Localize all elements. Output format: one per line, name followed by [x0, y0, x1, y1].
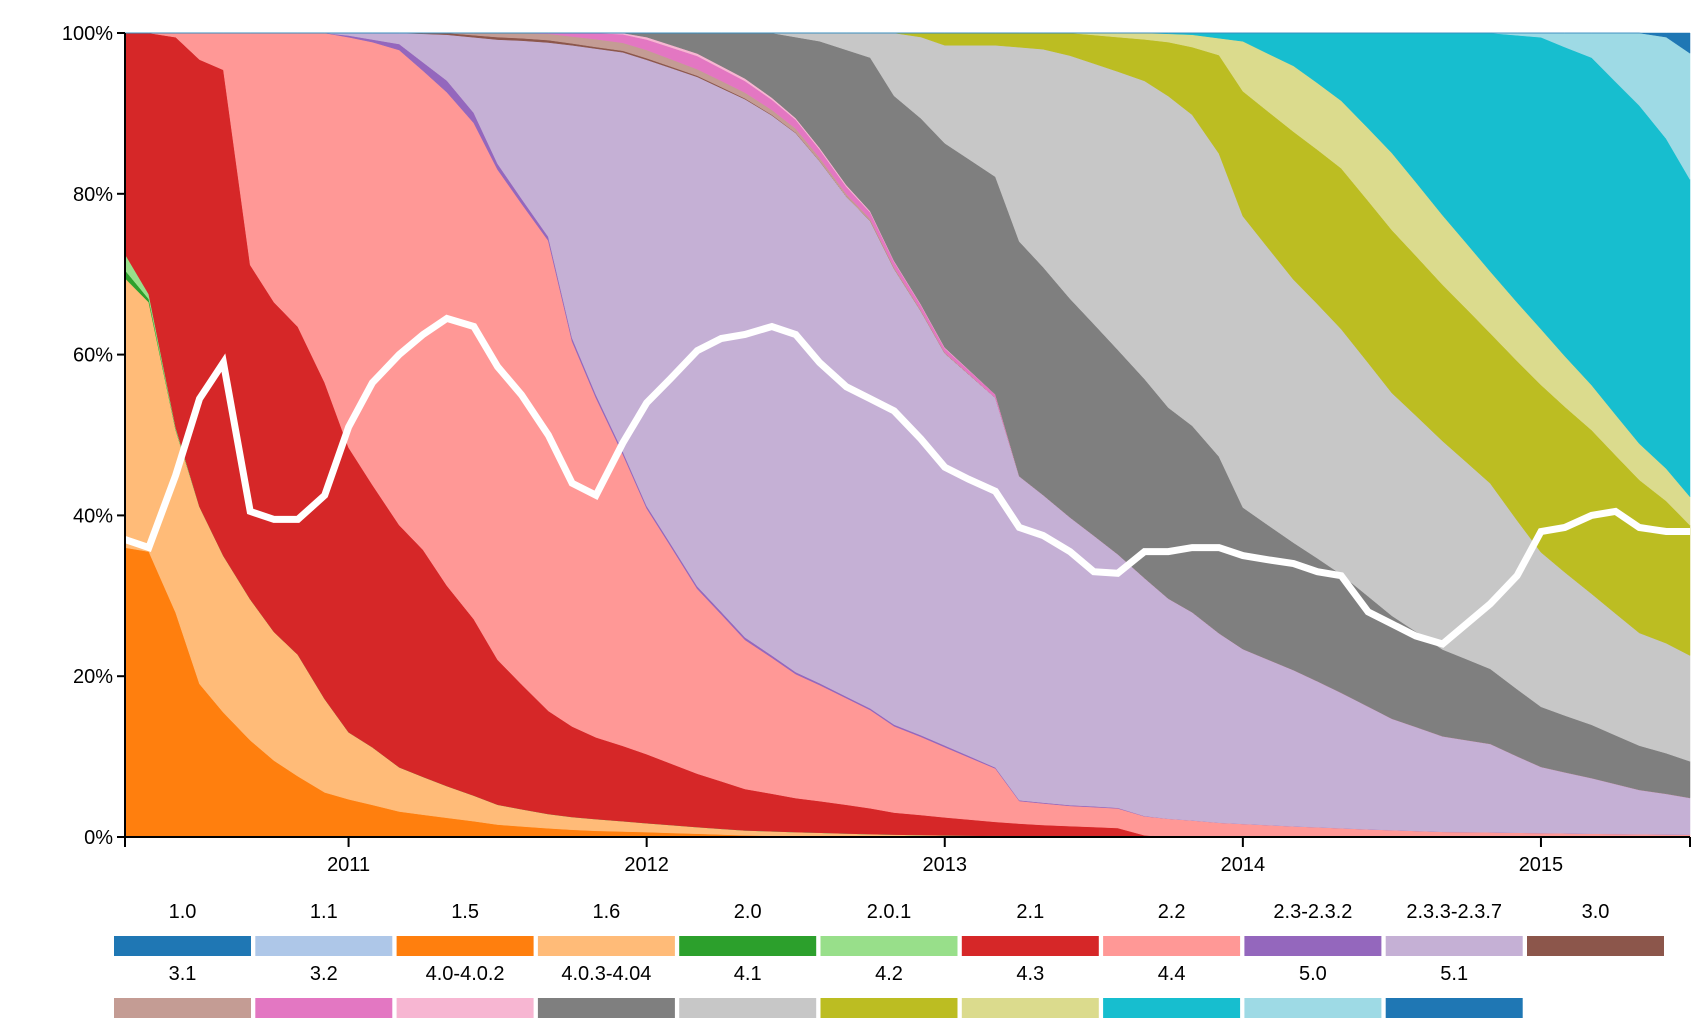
legend-swatch	[820, 936, 958, 956]
y-tick-label: 40%	[73, 505, 113, 527]
area-series-5.1	[125, 32, 1691, 54]
legend-item-1.5: 1.5	[396, 901, 534, 956]
legend-swatch	[961, 936, 1099, 956]
legend-label: 3.1	[169, 963, 197, 985]
legend-item-5.0: 5.0	[1244, 963, 1382, 1018]
legend-label: 4.0-4.0.2	[426, 963, 505, 985]
legend-swatch	[679, 998, 817, 1018]
legend-swatch	[1103, 998, 1241, 1018]
legend-swatch	[114, 936, 251, 956]
legend-item-5.1: 5.1	[1385, 963, 1523, 1018]
legend-swatch	[255, 936, 393, 956]
legend-swatch	[961, 998, 1099, 1018]
legend-label: 5.1	[1440, 963, 1468, 985]
legend-label: 2.2	[1158, 901, 1186, 923]
overlay-line	[123, 314, 1690, 648]
y-tick-label: 80%	[73, 184, 113, 206]
legend-item-4.1: 4.1	[679, 963, 817, 1018]
legend-label: 4.2	[875, 963, 903, 985]
x-tick-label: 2014	[1221, 854, 1266, 876]
legend-swatch	[1244, 998, 1382, 1018]
y-tick-label: 60%	[73, 345, 113, 367]
legend-item-1.0: 1.0	[114, 901, 251, 956]
legend-label: 1.0	[169, 901, 197, 923]
legend-swatch	[1103, 936, 1241, 956]
legend-swatch	[679, 936, 817, 956]
legend-item-2.0: 2.0	[679, 901, 817, 956]
legend-label: 2.3-2.3.2	[1273, 901, 1352, 923]
y-tick-label: 20%	[73, 666, 113, 688]
legend-item-3.2: 3.2	[255, 963, 393, 1018]
legend-label: 3.0	[1582, 901, 1610, 923]
legend-label: 2.0.1	[867, 901, 911, 923]
axes: 0% 20% 40% 60% 80% 100% 2011 2012 2013 2014 2015	[62, 23, 1691, 876]
legend-label: 2.1	[1016, 901, 1044, 923]
legend-item-4.0-4.0.2: 4.0-4.0.2	[396, 963, 534, 1018]
y-tick-label: 0%	[84, 827, 113, 849]
legend-item-2.1: 2.1	[961, 901, 1099, 956]
legend-swatch	[255, 998, 393, 1018]
legend-swatch	[820, 998, 958, 1018]
legend-label: 5.0	[1299, 963, 1327, 985]
legend-item-2.3-2.3.2: 2.3-2.3.2	[1244, 901, 1382, 956]
legend-item-2.0.1: 2.0.1	[820, 901, 958, 956]
legend-label: 3.2	[310, 963, 338, 985]
legend: 1.0 1.1 1.5 1.6 2.0 2.0.1 2.1 2.2 2.3-2.3.2 2.3.3…	[114, 901, 1664, 1018]
legend-swatch	[1385, 936, 1523, 956]
legend-swatch	[1244, 936, 1382, 956]
legend-swatch	[1527, 936, 1664, 956]
overlay-line-layer	[123, 314, 1690, 648]
legend-swatch	[114, 998, 251, 1018]
legend-item-1.1: 1.1	[255, 901, 393, 956]
x-tick-label: 2015	[1519, 854, 1564, 876]
legend-label: 2.0	[734, 901, 762, 923]
legend-item-4.0.3-4.04: 4.0.3-4.04	[537, 963, 675, 1018]
legend-label: 2.3.3-2.3.7	[1406, 901, 1502, 923]
legend-item-2.2: 2.2	[1103, 901, 1241, 956]
legend-swatch	[537, 936, 675, 956]
x-tick-label: 2012	[624, 854, 669, 876]
legend-label: 1.6	[592, 901, 620, 923]
legend-swatch	[396, 998, 534, 1018]
legend-item-2.3.3-2.3.7: 2.3.3-2.3.7	[1385, 901, 1523, 956]
legend-item-4.4: 4.4	[1103, 963, 1241, 1018]
legend-label: 4.3	[1016, 963, 1044, 985]
legend-item-4.3: 4.3	[961, 963, 1099, 1018]
legend-label: 4.1	[734, 963, 762, 985]
y-tick-label: 100%	[62, 23, 113, 45]
legend-swatch	[537, 998, 675, 1018]
legend-item-4.2: 4.2	[820, 963, 958, 1018]
x-tick-label: 2011	[327, 854, 370, 876]
legend-item-3.1: 3.1	[114, 963, 251, 1018]
legend-label: 4.0.3-4.04	[561, 963, 651, 985]
legend-swatch	[1385, 998, 1523, 1018]
legend-item-3.0: 3.0	[1527, 901, 1664, 956]
legend-label: 4.4	[1158, 963, 1186, 985]
legend-label: 1.5	[451, 901, 479, 923]
area-layers	[124, 32, 1691, 838]
legend-item-1.6: 1.6	[537, 901, 675, 956]
x-tick-label: 2013	[923, 854, 968, 876]
legend-swatch	[396, 936, 534, 956]
legend-label: 1.1	[310, 901, 338, 923]
